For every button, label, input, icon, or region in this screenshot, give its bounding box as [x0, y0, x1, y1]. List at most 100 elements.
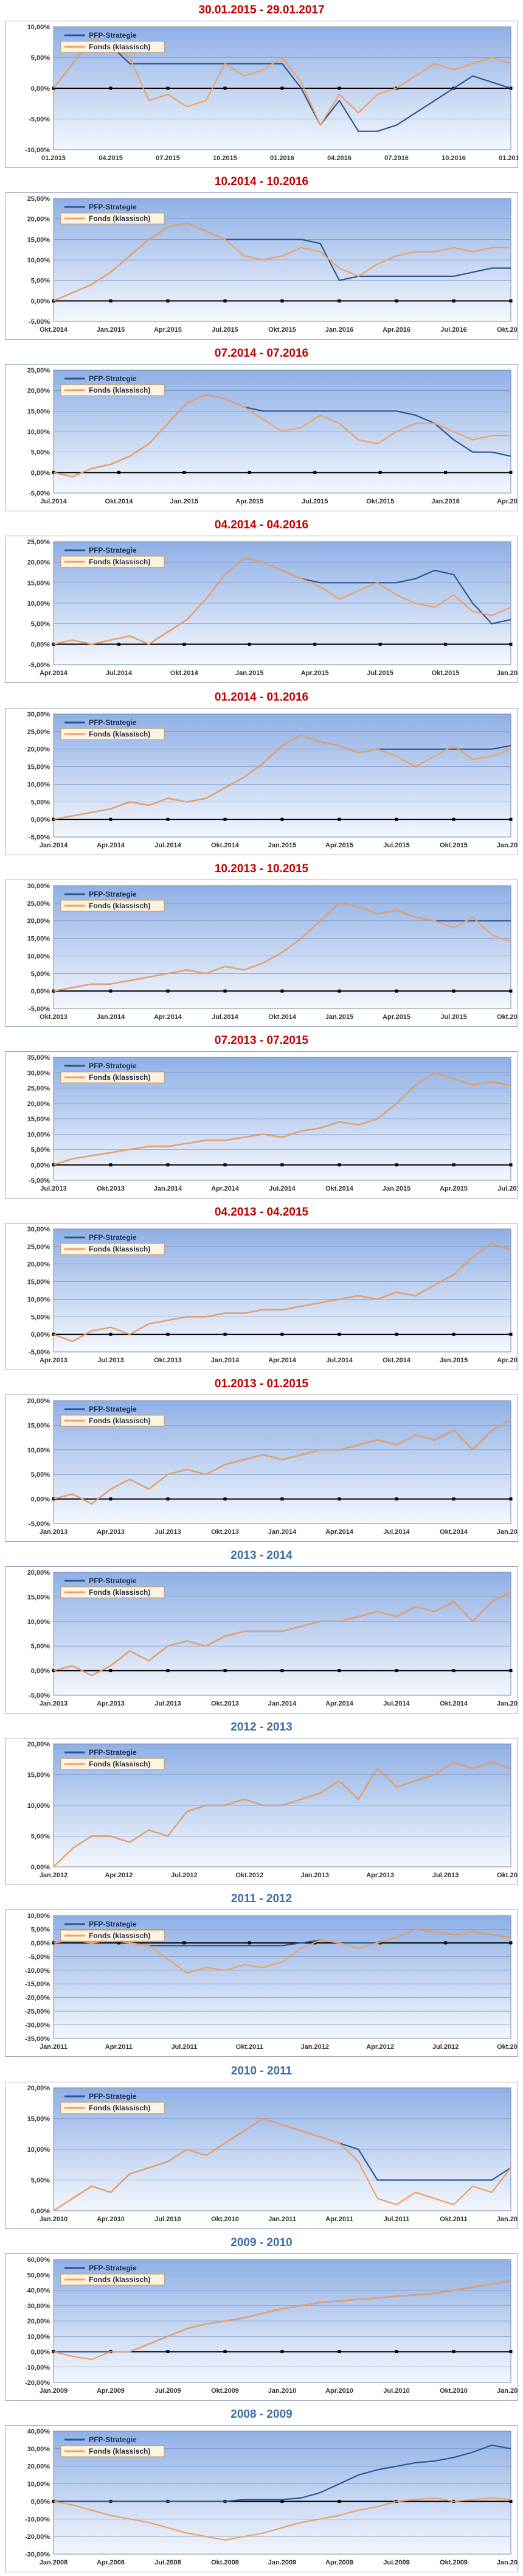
x-tick-label: Jan.2011: [497, 2387, 518, 2395]
line-chart: -30,00% -20,00% -10,00% 0,00% 10,00% 20,00% 30…: [5, 2425, 518, 2572]
chart-panel: 04.2014 - 04.2016 -5,00% 0,00% 5,00% 10,00% 1…: [0, 515, 523, 687]
chart-title: 2009 - 2010: [230, 2236, 293, 2249]
legend-label: PFP-Strategie: [89, 203, 137, 211]
axis-marker: [509, 1163, 513, 1167]
y-tick-label: 10,00%: [27, 1296, 50, 1303]
y-tick-label: 20,00%: [27, 559, 50, 567]
x-tick-label: Okt.2016: [497, 326, 518, 334]
legend: PFP-Strategie Fonds (klassisch): [60, 1405, 165, 1427]
y-tick-label: -5,00%: [29, 1521, 50, 1528]
legend-label: Fonds (klassisch): [89, 1931, 150, 1940]
x-tick-label: Apr.2010: [325, 2387, 353, 2395]
x-tick-label: Okt.2013: [97, 1185, 125, 1192]
axis-marker: [509, 1332, 513, 1336]
legend-box: [60, 900, 165, 912]
x-tick-label: Apr.2015: [235, 498, 263, 505]
chart-title: 2013 - 2014: [230, 1549, 293, 1562]
legend: PFP-Strategie Fonds (klassisch): [60, 2435, 165, 2457]
chart-title: 04.2014 - 04.2016: [214, 519, 309, 531]
x-tick-label: Apr.2014: [325, 1528, 354, 1536]
y-tick-label: 20,00%: [27, 388, 50, 395]
y-tick-label: 0,00%: [31, 469, 50, 477]
axis-marker: [117, 642, 120, 646]
y-tick-label: 0,00%: [31, 85, 50, 93]
axis-marker: [52, 299, 55, 303]
axis-marker: [395, 1163, 398, 1167]
x-tick-label: Apr.2014: [154, 1013, 182, 1021]
y-tick-label: 10,00%: [27, 1619, 50, 1626]
axis-marker: [338, 1669, 341, 1673]
axis-marker: [280, 2499, 284, 2503]
series-line-fund: [53, 222, 511, 302]
y-tick-label: 25,00%: [27, 539, 50, 546]
chart-title: 07.2013 - 07.2015: [214, 1034, 309, 1047]
x-tick-label: 01.2015: [41, 155, 66, 162]
x-tick-label: Okt.2008: [211, 2559, 239, 2566]
y-tick-label: 10,00%: [27, 1913, 50, 1920]
x-tick-label: Okt.2010: [440, 2387, 468, 2395]
y-tick-label: 15,00%: [27, 764, 50, 771]
axis-marker: [166, 989, 170, 993]
series-line-fund: [53, 38, 511, 126]
x-tick-label: Jul.2015: [440, 1013, 466, 1021]
x-tick-label: Okt.2014: [105, 498, 133, 505]
line-chart: -5,00% 0,00% 5,00% 10,00% 15,00% 20,00% 25,00%…: [5, 880, 518, 1027]
x-tick-label: Jan.2015: [497, 1700, 518, 1707]
x-tick-label: Jan.2008: [40, 2559, 68, 2566]
legend: PFP-Strategie Fonds (klassisch): [60, 1233, 165, 1255]
y-tick-label: -5,00%: [29, 318, 50, 326]
x-tick-label: Apr.2014: [211, 1185, 240, 1192]
y-tick-label: 0,00%: [31, 1162, 50, 1169]
legend: PFP-Strategie Fonds (klassisch): [60, 546, 165, 568]
x-tick-label: Apr.2010: [97, 2216, 125, 2223]
y-tick-label: 0,00%: [31, 1940, 50, 1947]
chart-title: 2011 - 2012: [230, 1892, 293, 1905]
legend-box: [60, 1415, 165, 1427]
y-tick-label: 25,00%: [27, 729, 50, 736]
axis-marker: [52, 817, 55, 821]
x-tick-label: Jul.2008: [154, 2559, 181, 2566]
legend: PFP-Strategie Fonds (klassisch): [60, 718, 165, 740]
axis-marker: [338, 1332, 341, 1336]
x-tick-label: Apr.2008: [97, 2559, 125, 2566]
legend: PFP-Strategie Fonds (klassisch): [60, 2092, 165, 2114]
x-tick-label: Jul.2014: [212, 1013, 238, 1021]
x-tick-label: Jan.2010: [497, 2559, 518, 2566]
axis-marker: [444, 471, 448, 474]
y-tick-label: -5,00%: [29, 1692, 50, 1699]
y-tick-label: -5,00%: [29, 662, 50, 669]
chart-title: 10.2013 - 10.2015: [214, 863, 309, 875]
legend-label: PFP-Strategie: [89, 1062, 137, 1070]
x-tick-label: Okt.2013: [497, 1872, 518, 1879]
y-tick-label: 0,00%: [31, 2349, 50, 2356]
legend-label: Fonds (klassisch): [89, 214, 150, 223]
legend-label: Fonds (klassisch): [89, 1416, 150, 1425]
legend-label: PFP-Strategie: [89, 2092, 137, 2101]
x-tick-label: Jan.2015: [383, 1185, 410, 1192]
legend-label: PFP-Strategie: [89, 890, 137, 898]
line-chart: -5,00% 0,00% 5,00% 10,00% 15,00% 20,00% 25,00%…: [5, 192, 518, 340]
axis-marker: [223, 1497, 227, 1501]
legend-label: Fonds (klassisch): [89, 386, 150, 394]
y-tick-label: 10,00%: [27, 600, 50, 607]
x-tick-label: Jan.2015: [97, 326, 125, 334]
x-tick-label: Jan.2011: [268, 2216, 296, 2223]
axis-marker: [166, 299, 170, 303]
legend-label: PFP-Strategie: [89, 31, 137, 40]
y-tick-label: -10,00%: [25, 147, 50, 154]
series-line-strategy: [54, 2444, 511, 2502]
axis-marker: [248, 471, 251, 474]
axis-marker: [166, 2350, 170, 2353]
y-tick-label: -30,00%: [25, 2551, 50, 2558]
axis-marker: [280, 86, 284, 90]
line-chart: -5,00% 0,00% 5,00% 10,00% 15,00% 20,00% 25,00%…: [5, 1051, 518, 1199]
x-tick-label: Okt.2014: [170, 670, 199, 677]
y-tick-label: 15,00%: [27, 2116, 50, 2123]
axis-marker: [166, 1669, 170, 1673]
line-chart: -10,00% -5,00% 0,00% 5,00% 10,00% 01.2015 04.2…: [5, 21, 518, 168]
x-tick-label: Jul.2015: [497, 1185, 518, 1192]
chart-panel: 2011 - 2012 -35,00% -30,00% -25,00% -20,00% -…: [0, 1889, 523, 2060]
line-chart: -5,00% 0,00% 5,00% 10,00% 15,00% 20,00% 25,00%…: [5, 536, 518, 683]
x-tick-label: Jul.2011: [384, 2216, 410, 2223]
y-tick-label: 5,00%: [31, 1833, 50, 1841]
